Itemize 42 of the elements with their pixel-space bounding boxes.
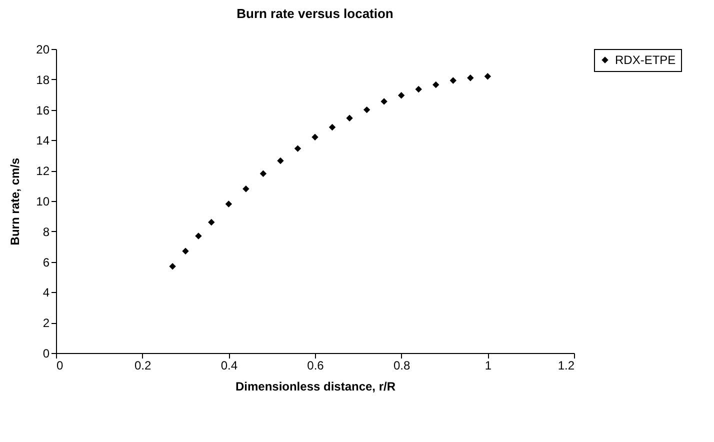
point	[208, 218, 215, 226]
point	[225, 200, 232, 208]
chart-title: Burn rate versus location	[236, 6, 394, 21]
point	[380, 98, 388, 105]
legend-label: RDX-ETPE	[615, 53, 676, 67]
x-tick-label: 0.8	[393, 358, 410, 372]
point	[195, 232, 202, 240]
x-tick-label: 1	[484, 358, 492, 372]
point	[294, 145, 302, 152]
point	[484, 73, 492, 80]
point	[277, 157, 284, 164]
point	[398, 92, 405, 99]
point	[260, 170, 267, 177]
y-tick-label: 20	[36, 42, 50, 56]
x-tick-label: 1.2	[558, 358, 575, 372]
point	[450, 77, 456, 84]
point	[432, 81, 440, 88]
x-tick-label: 0.4	[220, 358, 238, 372]
x-axis-title: Dimensionless distance, r/R	[235, 380, 396, 394]
y-tick-label: 18	[36, 72, 50, 87]
y-tick-label: 4	[42, 286, 50, 300]
y-tick-label: 6	[42, 255, 50, 270]
point	[415, 86, 422, 93]
y-tick-label: 16	[36, 103, 50, 118]
y-tick-label: 2	[42, 316, 50, 330]
y-axis-title: Burn rate, cm/s	[8, 158, 22, 246]
x-tick-label: 0	[56, 358, 64, 372]
point	[312, 134, 318, 141]
x-tick-label: 0.6	[307, 358, 324, 372]
point	[346, 114, 353, 122]
point	[182, 248, 189, 255]
y-tick-label: 10	[36, 194, 50, 208]
x-tick-label: 0.2	[134, 358, 152, 372]
point	[328, 124, 336, 131]
y-tick-label: 8	[42, 224, 50, 239]
point	[242, 185, 250, 192]
point	[467, 74, 474, 82]
point	[363, 106, 370, 114]
y-tick-label: 12	[36, 164, 50, 178]
y-tick-label: 14	[36, 134, 50, 148]
point	[169, 263, 176, 270]
y-tick-label: 0	[42, 346, 50, 360]
